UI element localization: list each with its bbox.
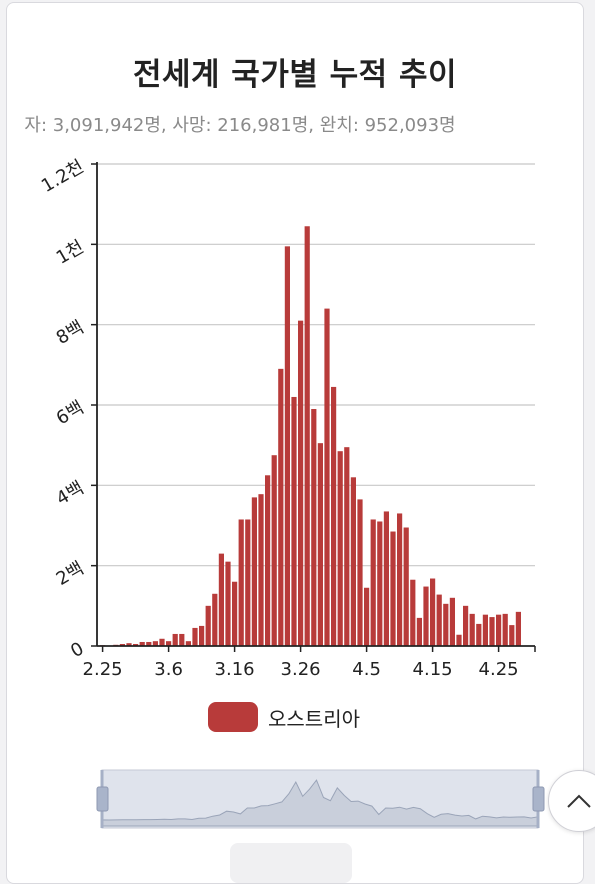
bar[interactable] xyxy=(350,477,356,646)
bar[interactable] xyxy=(232,581,238,646)
bar[interactable] xyxy=(463,605,469,646)
bar[interactable] xyxy=(390,531,396,646)
x-tick-label: 3.26 xyxy=(281,659,321,680)
bar[interactable] xyxy=(245,519,251,646)
bar[interactable] xyxy=(416,617,422,646)
bar[interactable] xyxy=(397,513,403,646)
bar[interactable] xyxy=(185,641,191,646)
legend-swatch[interactable] xyxy=(208,702,258,732)
bar[interactable] xyxy=(159,638,165,646)
bar[interactable] xyxy=(449,597,455,646)
bar[interactable] xyxy=(311,409,317,646)
bottom-tab[interactable] xyxy=(230,843,352,883)
bar[interactable] xyxy=(469,613,475,646)
bar[interactable] xyxy=(509,625,515,646)
bar[interactable] xyxy=(456,634,462,646)
bar[interactable] xyxy=(304,226,310,646)
bar[interactable] xyxy=(337,451,343,646)
bar[interactable] xyxy=(278,368,284,646)
slider-handle-left[interactable] xyxy=(96,786,109,812)
bar[interactable] xyxy=(430,578,436,646)
bar[interactable] xyxy=(284,246,290,646)
bar[interactable] xyxy=(152,641,158,646)
slider-preview-area xyxy=(101,779,539,827)
legend-label[interactable]: 오스트리아 xyxy=(268,706,360,731)
y-tick-label: 1천 xyxy=(53,236,88,268)
bar[interactable] xyxy=(476,623,482,646)
bar[interactable] xyxy=(298,320,304,646)
slider-handle-right[interactable] xyxy=(532,786,545,812)
bar[interactable] xyxy=(119,643,125,646)
x-tick-label: 3.6 xyxy=(154,659,183,680)
bar[interactable] xyxy=(331,386,337,646)
x-tick-label: 2.25 xyxy=(83,659,123,680)
bar-series[interactable] xyxy=(100,226,521,647)
bar[interactable] xyxy=(496,614,502,646)
y-tick-label: 4백 xyxy=(53,477,88,509)
bar[interactable] xyxy=(139,641,145,646)
x-tick-labels: 2.25 3.6 3.16 3.26 4.5 4.15 4.25 xyxy=(83,646,536,680)
legend[interactable]: 오스트리아 xyxy=(208,702,360,732)
y-tick-label: 2백 xyxy=(53,558,88,590)
chart-subtitle: 총 확진자: 3,091,942명, 사망: 216,981명, 완치: 952… xyxy=(25,111,565,137)
y-tick-label: 8백 xyxy=(53,317,88,349)
bar[interactable] xyxy=(482,614,488,646)
bar[interactable] xyxy=(344,447,350,646)
bar[interactable] xyxy=(251,497,257,646)
bar[interactable] xyxy=(199,625,205,646)
bar[interactable] xyxy=(265,475,271,646)
chart-title: 전세계 국가별 누적 추이 xyxy=(132,57,458,93)
bar[interactable] xyxy=(238,519,244,646)
bar[interactable] xyxy=(377,521,383,646)
bar[interactable] xyxy=(383,511,389,646)
bar[interactable] xyxy=(192,627,198,646)
bar[interactable] xyxy=(291,396,297,646)
x-tick-label: 4.25 xyxy=(479,659,519,680)
bar[interactable] xyxy=(423,586,429,646)
bar[interactable] xyxy=(489,617,495,646)
y-tick-label: 6백 xyxy=(53,397,88,429)
y-tick-label: 1.2천 xyxy=(38,156,88,197)
scroll-to-top-button[interactable] xyxy=(548,770,595,832)
bar[interactable] xyxy=(357,499,363,646)
bar[interactable] xyxy=(436,594,442,646)
bar[interactable] xyxy=(502,613,508,646)
bar[interactable] xyxy=(364,587,370,646)
bar[interactable] xyxy=(225,561,231,646)
x-tick-label: 4.5 xyxy=(352,659,381,680)
bar[interactable] xyxy=(443,603,449,646)
data-zoom-slider[interactable] xyxy=(96,769,545,829)
bar[interactable] xyxy=(166,641,172,646)
bar[interactable] xyxy=(317,443,323,646)
bar[interactable] xyxy=(324,308,330,646)
x-tick-label: 3.16 xyxy=(215,659,255,680)
bar[interactable] xyxy=(172,633,178,646)
bar[interactable] xyxy=(271,455,277,646)
bar[interactable] xyxy=(179,633,185,646)
subtitle-text: 총 확진자: 3,091,942명, 사망: 216,981명, 완치: 952… xyxy=(25,115,456,136)
bar[interactable] xyxy=(370,519,376,646)
bar[interactable] xyxy=(515,611,521,646)
bar[interactable] xyxy=(403,527,409,646)
gridlines xyxy=(97,163,535,567)
bar[interactable] xyxy=(258,494,264,646)
chevron-up-icon xyxy=(567,794,591,808)
bar[interactable] xyxy=(205,605,211,646)
bar[interactable] xyxy=(133,643,139,646)
x-tick-label: 4.15 xyxy=(413,659,453,680)
bar[interactable] xyxy=(126,643,132,646)
bar[interactable] xyxy=(212,593,218,646)
bar[interactable] xyxy=(218,553,224,646)
bar[interactable] xyxy=(410,579,416,646)
bar[interactable] xyxy=(146,641,152,646)
